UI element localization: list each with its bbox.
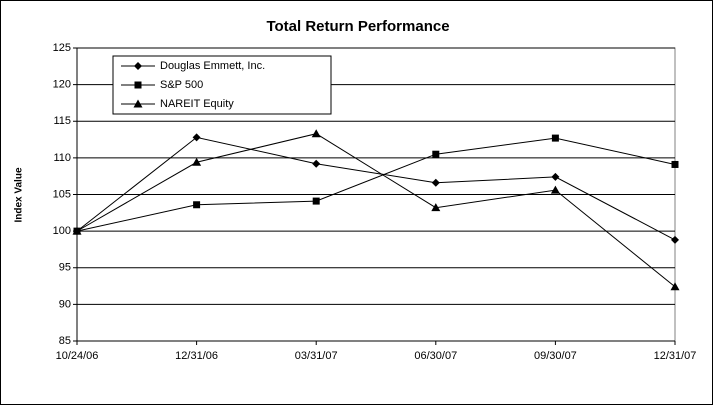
data-point: [312, 159, 321, 168]
y-tick-label: 105: [53, 188, 71, 200]
y-tick-label: 110: [53, 152, 71, 164]
data-point: [312, 197, 320, 205]
data-point: [671, 235, 679, 244]
x-tick-label: 03/31/07: [295, 350, 338, 362]
data-point: [431, 178, 440, 187]
data-point: [551, 172, 560, 181]
x-tick-label: 06/30/07: [414, 350, 457, 362]
legend-label: Douglas Emmett, Inc.: [160, 60, 265, 72]
data-point: [192, 157, 202, 166]
data-point: [670, 282, 680, 291]
x-tick-label: 09/30/07: [534, 350, 577, 362]
y-axis-label: Index Value: [14, 167, 25, 222]
data-point: [671, 160, 679, 168]
y-tick-label: 85: [59, 335, 71, 347]
legend-marker: [133, 99, 143, 108]
y-tick-label: 115: [53, 115, 71, 127]
data-point: [551, 134, 559, 142]
x-tick-label: 12/31/07: [654, 350, 697, 362]
y-tick-label: 100: [53, 225, 71, 237]
y-tick-label: 95: [59, 262, 71, 274]
y-tick-label: 125: [53, 42, 71, 54]
series-line: [76, 136, 676, 241]
data-point: [550, 185, 560, 194]
series-line: [76, 133, 676, 288]
legend-label: S&P 500: [160, 79, 203, 91]
series-line: [76, 137, 676, 232]
data-point: [193, 201, 201, 209]
legend-marker: [134, 62, 142, 70]
data-point: [192, 133, 201, 142]
chart-title: Total Return Performance: [266, 18, 449, 35]
x-tick-label: 12/31/06: [175, 350, 218, 362]
data-point: [311, 129, 321, 138]
data-point: [432, 150, 440, 158]
legend-marker: [134, 81, 142, 89]
data-point: [431, 203, 441, 212]
y-tick-label: 120: [53, 79, 71, 91]
data-point: [72, 226, 82, 235]
y-tick-label: 90: [59, 298, 71, 310]
legend-label: NAREIT Equity: [160, 98, 234, 110]
x-tick-label: 10/24/06: [56, 350, 99, 362]
